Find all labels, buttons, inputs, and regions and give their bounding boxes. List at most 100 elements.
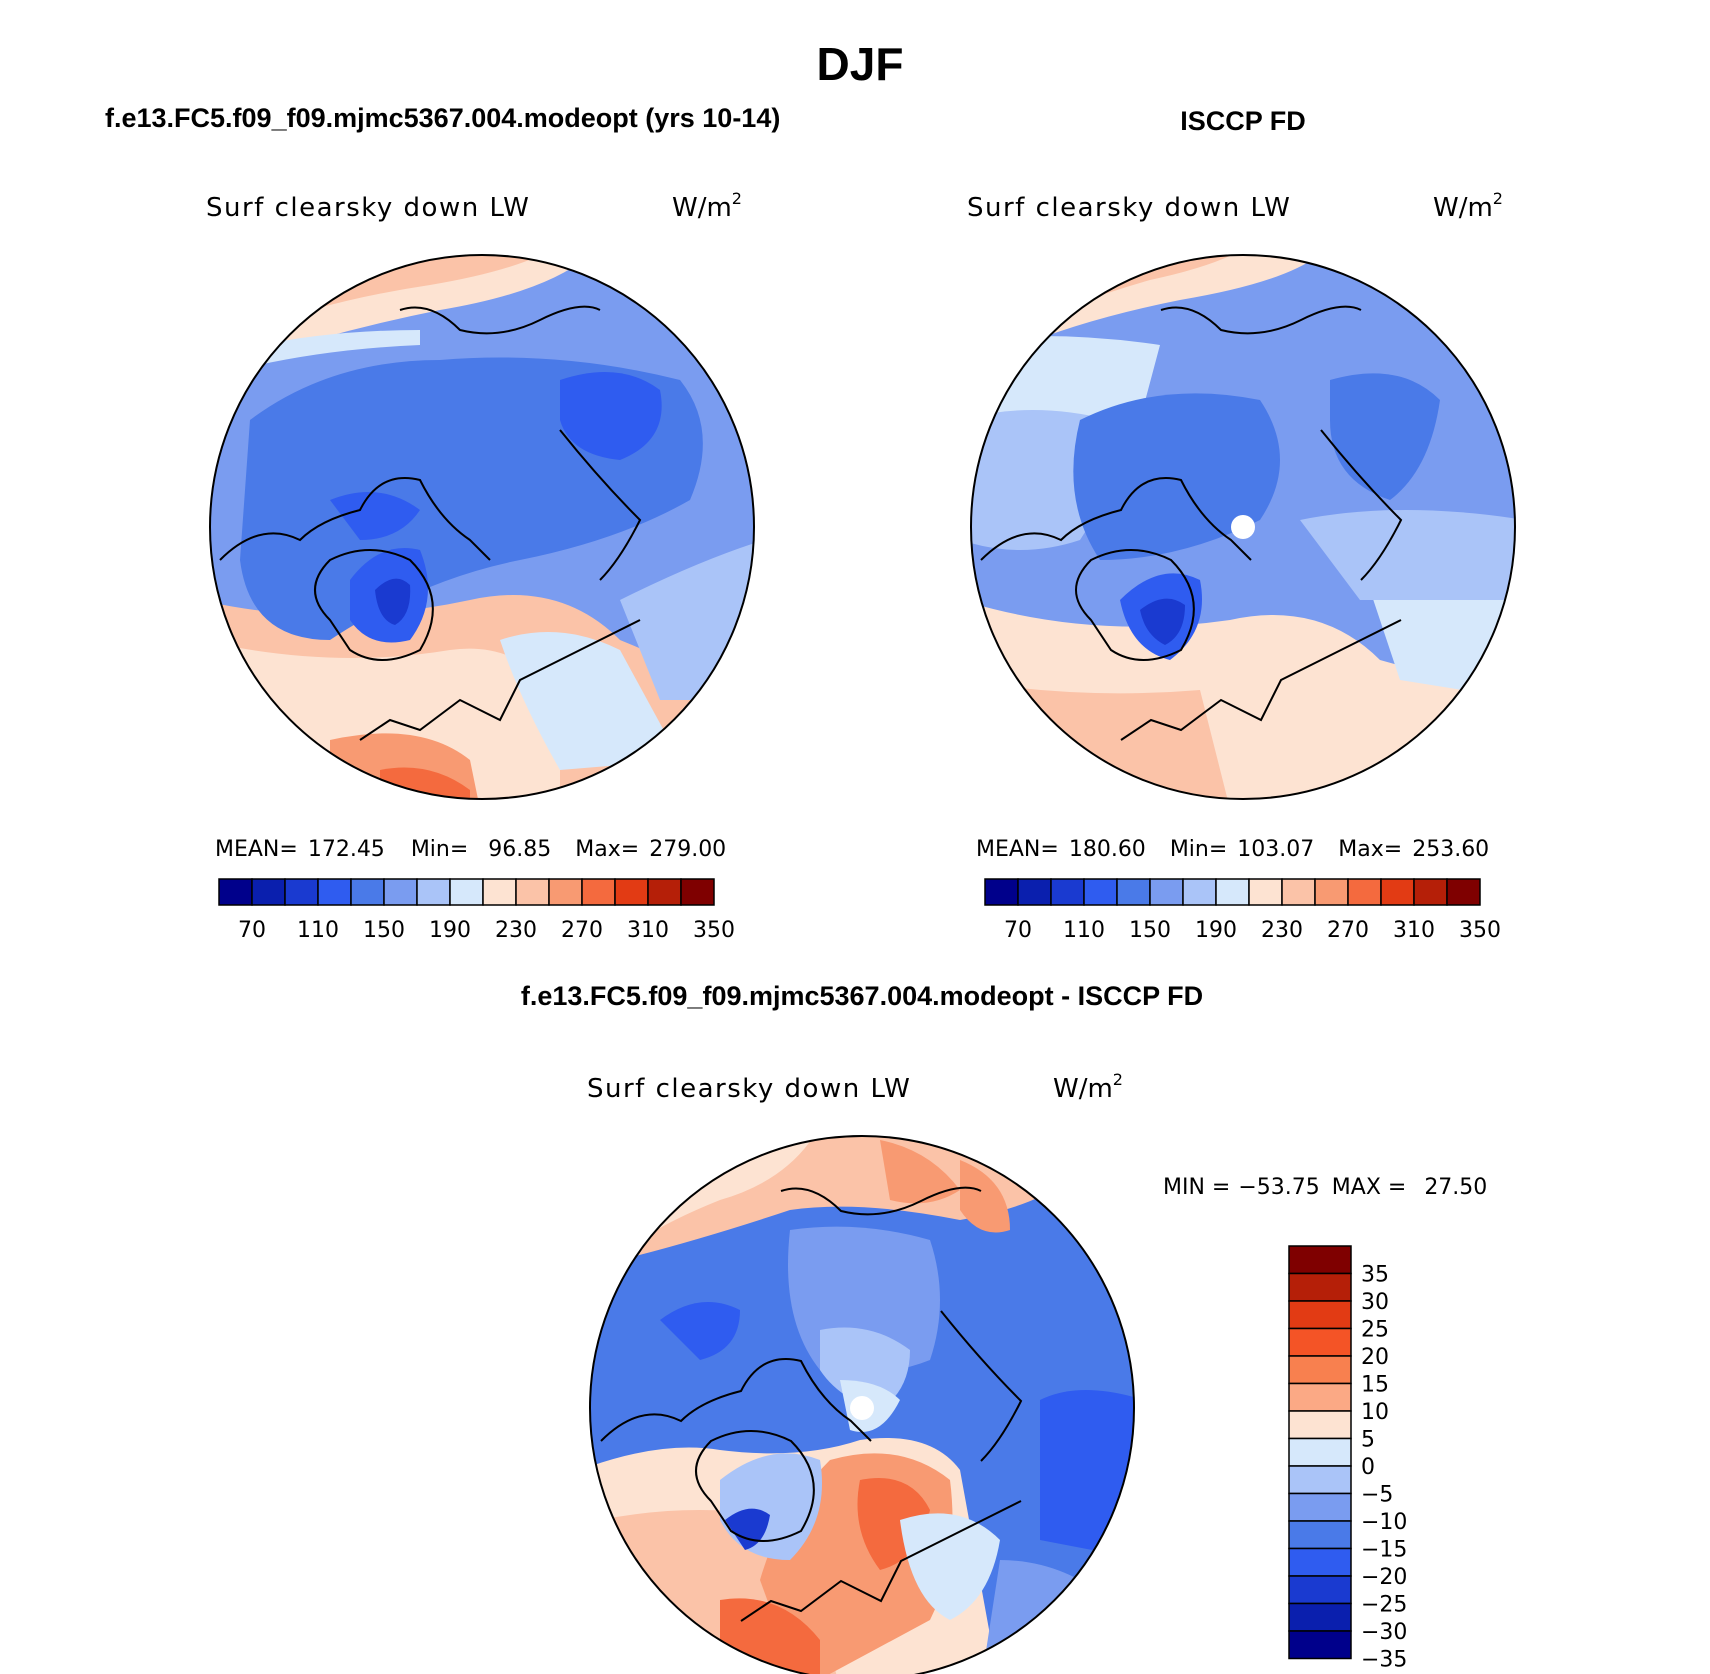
colorbar-swatch (984, 878, 1019, 906)
contour-fill (1140, 598, 1185, 645)
panel-obs-map-border (970, 254, 1516, 800)
contour-fill (900, 1513, 1000, 1620)
colorbar-tick-label: 70 (238, 918, 266, 943)
colorbar-tick-label: 230 (1261, 918, 1303, 943)
coastline (359, 619, 641, 741)
colorbar-swatch (1347, 878, 1382, 906)
contour-fill (971, 410, 1112, 550)
colorbar-tick-label: 150 (363, 918, 405, 943)
colorbar-tick-label: −20 (1361, 1565, 1407, 1590)
colorbar-swatch (680, 878, 715, 906)
colorbar-swatch (1288, 1355, 1352, 1385)
panel-obs-stats: MEAN= 180.60 Min= 103.07 Max= 253.60 (976, 837, 1489, 862)
coastline (1320, 429, 1403, 581)
colorbar-tick-label: 310 (1393, 918, 1435, 943)
panel-model-map (210, 255, 754, 799)
colorbar-tick-label: −35 (1361, 1648, 1407, 1673)
colorbar-tick-label: 35 (1361, 1263, 1389, 1288)
panel-obs-case-title: ISCCP FD (1180, 106, 1306, 136)
colorbar-tick-label: 70 (1004, 918, 1032, 943)
colorbar-swatch (1182, 878, 1217, 906)
coastline (600, 1358, 872, 1442)
colorbar-swatch (1288, 1245, 1352, 1275)
panel-diff: f.e13.FC5.f09_f09.mjmc5367.004.modeopt -… (521, 981, 1487, 1674)
colorbar-tick-label: 20 (1361, 1345, 1389, 1370)
colorbar-swatch (218, 878, 253, 906)
colorbar-tick-label: 0 (1361, 1455, 1375, 1480)
colorbar-tick-label: −30 (1361, 1620, 1407, 1645)
panel-model-case-title: f.e13.FC5.f09_f09.mjmc5367.004.modeopt (… (105, 103, 780, 133)
colorbar-tick-label: −5 (1361, 1483, 1393, 1508)
panel-diff-stats: MIN = −53.75 MAX = 27.50 (1163, 1175, 1487, 1200)
colorbar-swatch (1288, 1492, 1352, 1522)
coastline (1160, 305, 1362, 335)
colorbar-swatch (1116, 878, 1151, 906)
panel-model-colorbar-ticks: 70 110 150 190 230 270 310 350 (238, 918, 735, 943)
colorbar-swatch (317, 878, 352, 906)
colorbar-tick-label: 190 (1195, 918, 1237, 943)
colorbar-tick-label: 10 (1361, 1400, 1389, 1425)
panel-obs-colorbar (984, 878, 1481, 906)
colorbar-swatch (416, 878, 451, 906)
missing-data-pole (1231, 515, 1255, 539)
colorbar-swatch (1288, 1630, 1352, 1660)
coastline (559, 429, 642, 581)
colorbar-swatch (1017, 878, 1052, 906)
colorbar-tick-label: 190 (429, 918, 471, 943)
colorbar-tick-label: 110 (1063, 918, 1105, 943)
colorbar-swatch (1288, 1602, 1352, 1632)
coastline (1075, 549, 1195, 661)
panel-diff-variable: Surf clearsky down LW (587, 1074, 911, 1104)
colorbar-tick-label: 25 (1361, 1318, 1389, 1343)
colorbar-swatch (1288, 1300, 1352, 1330)
contour-fill (1330, 373, 1440, 500)
colorbar-swatch (1288, 1272, 1352, 1302)
contour-fill (330, 492, 420, 540)
colorbar-swatch (1288, 1520, 1352, 1550)
contour-fill (971, 680, 1230, 799)
colorbar-tick-label: −15 (1361, 1538, 1407, 1563)
colorbar-swatch (515, 878, 550, 906)
panel-diff-case-title: f.e13.FC5.f09_f09.mjmc5367.004.modeopt -… (521, 981, 1203, 1011)
panel-diff-colorbar (1288, 1245, 1352, 1660)
colorbar-tick-label: 15 (1361, 1373, 1389, 1398)
colorbar-swatch (1288, 1547, 1352, 1577)
coastline (695, 1430, 815, 1542)
colorbar-tick-label: 150 (1129, 918, 1171, 943)
colorbar-swatch (1281, 878, 1316, 906)
contour-fill (560, 372, 662, 460)
contour-fill (210, 330, 420, 380)
coastline (940, 1310, 1023, 1462)
coastline (219, 477, 491, 561)
colorbar-swatch (284, 878, 319, 906)
colorbar-swatch (383, 878, 418, 906)
colorbar-swatch (251, 878, 286, 906)
colorbar-swatch (614, 878, 649, 906)
coastline (399, 305, 601, 335)
colorbar-tick-label: −10 (1361, 1510, 1407, 1535)
panel-model: f.e13.FC5.f09_f09.mjmc5367.004.modeopt (… (105, 103, 780, 943)
colorbar-swatch (1380, 878, 1415, 906)
colorbar-tick-label: 110 (297, 918, 339, 943)
contour-fill (960, 1160, 1010, 1233)
colorbar-swatch (1314, 878, 1349, 906)
contour-fill (1040, 1390, 1134, 1560)
contour-fill (725, 1508, 770, 1550)
colorbar-swatch (1288, 1465, 1352, 1495)
colorbar-tick-label: 310 (627, 918, 669, 943)
figure-title: DJF (817, 38, 904, 90)
missing-data-pole (850, 1396, 874, 1420)
contour-fill (980, 1560, 1110, 1674)
contour-fill (660, 1302, 740, 1360)
colorbar-tick-label: 230 (495, 918, 537, 943)
contour-fill (1073, 393, 1280, 560)
panel-obs-map (971, 255, 1515, 799)
colorbar-tick-label: 350 (693, 918, 735, 943)
colorbar-tick-label: −25 (1361, 1593, 1407, 1618)
coastline (740, 1500, 1022, 1622)
coastline (980, 477, 1252, 561)
colorbar-swatch (1149, 878, 1184, 906)
panel-obs: ISCCP FD Surf clearsky down LW W/m2 (967, 106, 1516, 943)
